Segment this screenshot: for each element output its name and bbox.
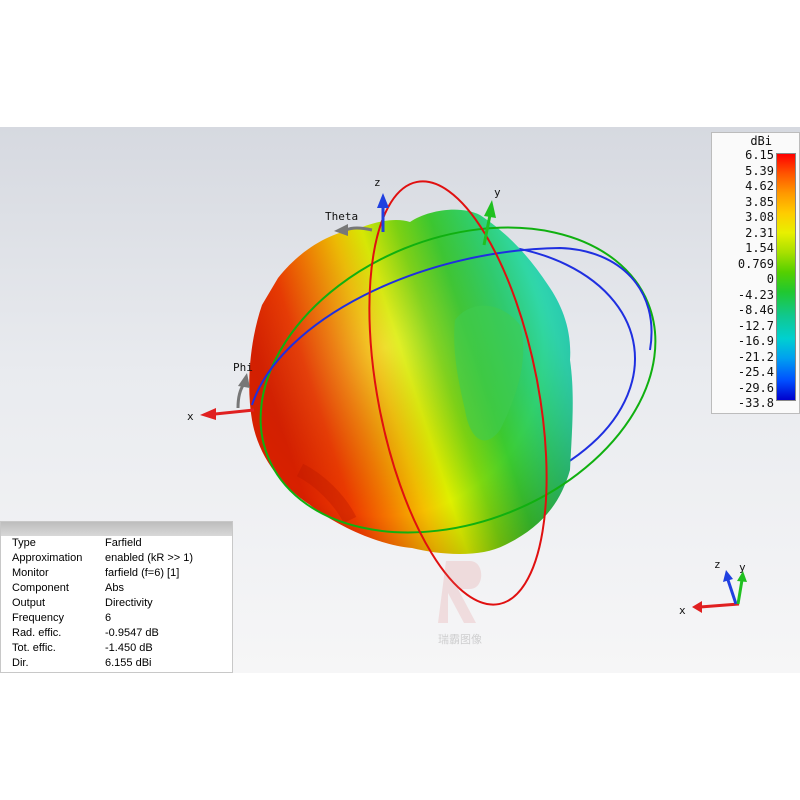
info-row-frequency: Frequency 6 — [1, 611, 232, 626]
info-panel-header — [1, 522, 232, 536]
legend-tick: 3.08 — [745, 210, 774, 224]
z-axis-label: z — [374, 176, 381, 189]
theta-arrow — [334, 224, 373, 236]
legend-tick: 5.39 — [745, 163, 774, 178]
info-key: Dir. — [12, 657, 29, 669]
farfield-3d-scene[interactable]: z y x Theta Phi z — [0, 127, 800, 673]
info-key: Type — [12, 537, 36, 549]
z-axis-arrow — [377, 193, 389, 232]
info-row-monitor: Monitor farfield (f=6) [1] — [1, 566, 232, 581]
info-row-component: Component Abs — [1, 581, 232, 596]
legend-tick: 2.31 — [745, 225, 774, 240]
info-value: -1.450 dB — [105, 642, 153, 654]
info-key: Approximation — [12, 552, 83, 564]
legend-tick: 1.54 — [745, 241, 774, 255]
info-value: Directivity — [105, 597, 153, 609]
info-value: 6.155 dBi — [105, 657, 152, 669]
theta-label: Theta — [325, 210, 358, 223]
legend-tick: -16.9 — [737, 334, 774, 348]
orientation-triad — [692, 570, 747, 613]
info-value: 6 — [105, 612, 112, 624]
phi-arrow — [236, 373, 250, 409]
info-value: farfield (f=6) [1] — [105, 567, 180, 579]
legend-tick: 0.769 — [737, 256, 774, 271]
info-row-approximation: Approximation enabled (kR >> 1) — [1, 551, 232, 566]
mini-x-label: x — [679, 604, 686, 617]
color-legend: dBi 6.15 5.39 4.62 3.85 3.08 2.31 1.54 0… — [711, 132, 800, 414]
farfield-info-panel: Type Farfield Approximation enabled (kR … — [0, 521, 233, 673]
x-axis-label: x — [187, 410, 194, 423]
info-key: Rad. effic. — [12, 627, 62, 639]
legend-tick: 3.85 — [745, 194, 774, 209]
legend-colorbar — [776, 153, 796, 401]
info-value: -0.9547 dB — [105, 627, 159, 639]
radiation-pattern-3d — [249, 209, 573, 554]
mini-y-label: y — [739, 561, 746, 574]
watermark-text: 瑞霸图像 — [438, 634, 482, 646]
info-value: enabled (kR >> 1) — [105, 552, 194, 564]
legend-tick: 6.15 — [745, 148, 774, 162]
info-value: Abs — [105, 582, 124, 594]
info-key: Tot. effic. — [12, 642, 56, 654]
legend-tick: -29.6 — [737, 380, 774, 395]
info-value: Farfield — [105, 537, 142, 549]
info-row-rad-effic: Rad. effic. -0.9547 dB — [1, 626, 232, 641]
legend-tick: -8.46 — [737, 303, 774, 317]
info-row-tot-effic: Tot. effic. -1.450 dB — [1, 641, 232, 656]
info-key: Output — [12, 597, 46, 609]
watermark-logo: 瑞霸图像 — [430, 553, 490, 653]
phi-label: Phi — [233, 361, 253, 374]
red-theta-circle — [368, 180, 548, 606]
x-axis-arrow — [200, 408, 255, 420]
legend-tick: -4.23 — [737, 287, 774, 302]
legend-tick: 0 — [766, 272, 774, 286]
legend-unit-label: dBi — [750, 134, 772, 148]
y-axis-arrow — [482, 200, 496, 246]
info-row-dir: Dir. 6.155 dBi — [1, 656, 232, 671]
info-row-output: Output Directivity — [1, 596, 232, 611]
legend-tick: -21.2 — [737, 349, 774, 364]
y-axis-label: y — [494, 186, 501, 199]
blue-phi-circle-front — [251, 246, 653, 406]
legend-tick: -33.8 — [737, 396, 774, 410]
info-key: Monitor — [12, 567, 49, 579]
legend-tick: -25.4 — [737, 365, 774, 379]
mini-z-label: z — [714, 558, 721, 571]
info-row-type: Type Farfield — [1, 536, 232, 551]
info-key: Frequency — [12, 612, 64, 624]
legend-tick: 4.62 — [745, 179, 774, 193]
info-key: Component — [12, 582, 69, 594]
legend-tick: -12.7 — [737, 318, 774, 333]
